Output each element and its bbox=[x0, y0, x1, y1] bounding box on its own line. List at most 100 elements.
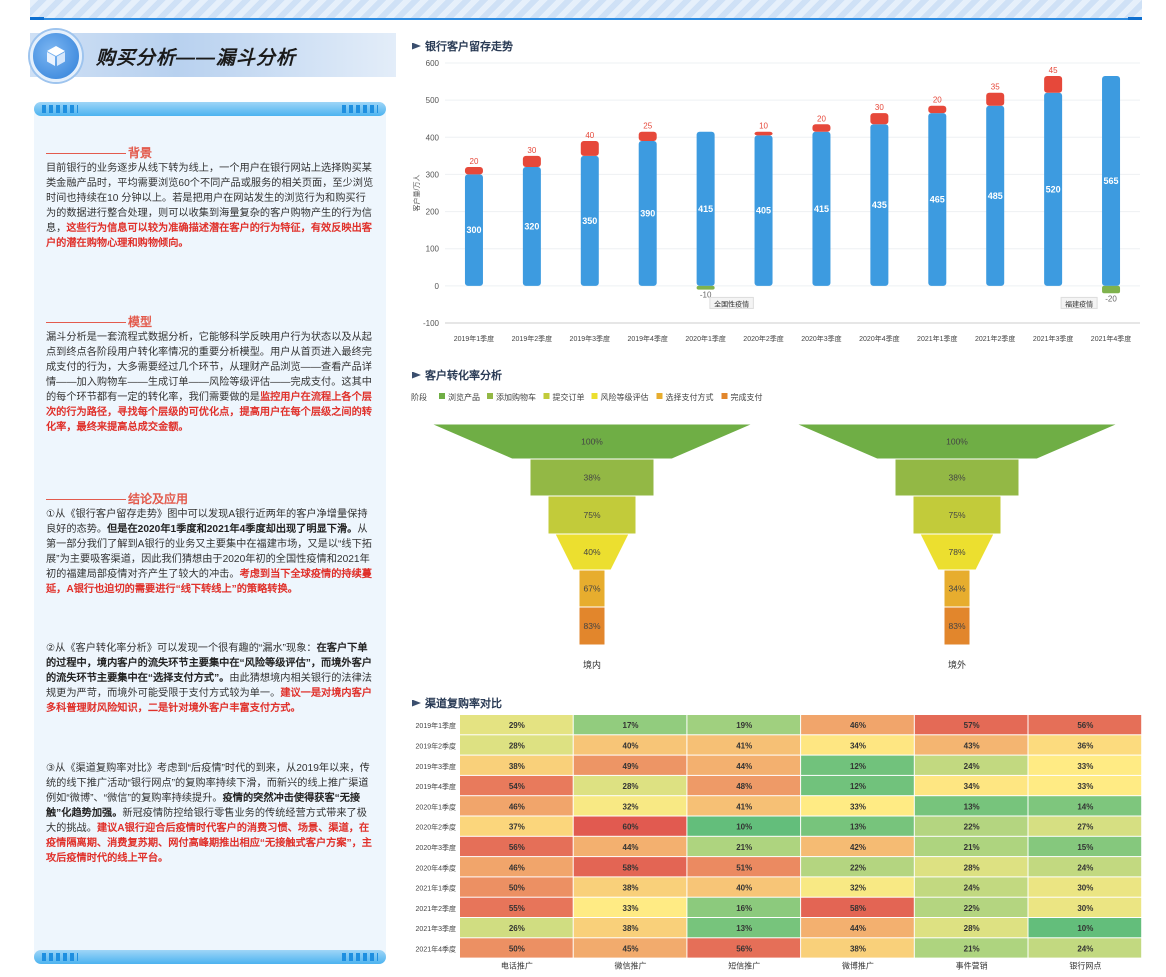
heatmap-cell bbox=[687, 938, 801, 958]
funnel-segment bbox=[430, 423, 754, 460]
background-heading: 背景 bbox=[46, 145, 374, 161]
base-bar bbox=[754, 135, 773, 286]
heatmap-cell-label: 30% bbox=[1077, 904, 1093, 913]
heatmap-cell bbox=[1028, 938, 1142, 958]
flag-icon bbox=[412, 42, 421, 50]
model-text: 漏斗分析是一套流程式数据分析，它能够科学反映用户行为状态以及从起点到终点各阶段用… bbox=[46, 332, 372, 433]
base-bar-label: 405 bbox=[756, 206, 771, 216]
heatmap-cell-label: 50% bbox=[509, 884, 525, 893]
y-tick-label: 300 bbox=[426, 170, 440, 179]
annotation-box bbox=[709, 296, 754, 309]
conclusion-p2-block: ②从《客户转化率分析》可以发现一个很有趣的“漏水”现象：在客户下单的过程中，境内… bbox=[46, 641, 374, 716]
row-label: 2020年2季度 bbox=[416, 823, 456, 832]
y-axis-label: 客户量/万人 bbox=[412, 175, 421, 212]
row-label: 2019年1季度 bbox=[416, 721, 456, 730]
heatmap-cell bbox=[914, 816, 1028, 836]
heatmap-cell-label: 16% bbox=[736, 904, 752, 913]
column-label: 电话推广 bbox=[501, 961, 533, 971]
heatmap-cell bbox=[801, 938, 914, 958]
heatmap-cell bbox=[573, 836, 687, 857]
x-tick-label: 2019年2季度 bbox=[512, 334, 552, 343]
heatmap-cell bbox=[573, 796, 687, 816]
heatmap-cell-label: 12% bbox=[850, 762, 866, 771]
conclusion-p3-block: ③从《渠道复购率对比》考虑到“后疫情”时代的到来，从2019年以来，传统的线下推… bbox=[46, 761, 374, 866]
y-tick-label: -100 bbox=[423, 319, 440, 328]
heatmap-cell bbox=[801, 918, 914, 938]
heatmap-chart-title: 渠道复购率对比 bbox=[412, 695, 502, 711]
funnel-segment bbox=[554, 533, 630, 571]
heatmap-cell bbox=[460, 877, 573, 897]
increase-label: 20 bbox=[470, 157, 479, 166]
heatmap-cell bbox=[687, 918, 801, 938]
increase-bar bbox=[638, 131, 657, 141]
heatmap-cell-label: 38% bbox=[623, 924, 639, 933]
row-label: 2019年4季度 bbox=[416, 782, 456, 791]
heatmap-cell-label: 22% bbox=[964, 904, 980, 913]
y-tick-label: 500 bbox=[426, 96, 440, 105]
column-label: 微信推广 bbox=[615, 961, 647, 971]
heatmap-cell-label: 51% bbox=[736, 863, 752, 872]
heatmap-cell-label: 21% bbox=[964, 944, 980, 953]
heatmap-cell bbox=[914, 836, 1028, 857]
heatmap-cell bbox=[687, 816, 801, 836]
funnel-name-label: 境内 bbox=[583, 659, 601, 670]
heatmap-cell bbox=[687, 775, 801, 796]
legend-swatch bbox=[487, 393, 493, 399]
heatmap-cell-label: 30% bbox=[1077, 884, 1093, 893]
base-bar-label: 350 bbox=[582, 216, 597, 226]
decrease-bar bbox=[1102, 285, 1121, 294]
legend-swatch bbox=[543, 393, 550, 399]
heatmap-cell bbox=[914, 735, 1028, 755]
funnel-value-label: 38% bbox=[948, 473, 965, 483]
heatmap-cell bbox=[460, 897, 573, 917]
legend-swatch bbox=[656, 393, 663, 399]
heatmap-cell-label: 40% bbox=[623, 741, 639, 750]
heatmap-cell bbox=[573, 735, 687, 755]
heatmap-cell-label: 43% bbox=[964, 741, 980, 750]
increase-label: 35 bbox=[991, 83, 1000, 92]
base-bar bbox=[464, 174, 483, 286]
increase-label: 25 bbox=[643, 122, 652, 131]
heatmap-cell-label: 38% bbox=[623, 884, 639, 893]
funnel-segment bbox=[547, 495, 637, 535]
heatmap-cell bbox=[914, 796, 1028, 816]
retention-chart-title: 银行客户留存走势 bbox=[412, 38, 513, 54]
heatmap-cell bbox=[573, 755, 687, 775]
increase-bar bbox=[870, 113, 889, 125]
funnel-value-label: 40% bbox=[583, 547, 600, 557]
stripe-cap-right bbox=[1128, 17, 1142, 20]
x-tick-label: 2021年4季度 bbox=[1091, 334, 1131, 343]
heatmap-cell-label: 29% bbox=[509, 721, 525, 730]
heatmap-cell-label: 38% bbox=[509, 762, 525, 771]
heatmap-cell-label: 46% bbox=[850, 721, 866, 730]
heatmap-cell bbox=[687, 715, 801, 735]
heatmap-cell bbox=[460, 836, 573, 857]
increase-label: 10 bbox=[759, 122, 768, 131]
column-label: 银行网点 bbox=[1069, 961, 1101, 971]
heatmap-cell bbox=[801, 836, 914, 857]
heatmap-cell bbox=[460, 938, 573, 958]
heatmap-cell bbox=[460, 816, 573, 836]
heatmap-cell bbox=[460, 796, 573, 816]
base-bar-label: 565 bbox=[1104, 176, 1119, 186]
heatmap-cell-label: 58% bbox=[850, 904, 866, 913]
heatmap-cell bbox=[573, 877, 687, 897]
heatmap-cell bbox=[687, 877, 801, 897]
funnel-value-label: 100% bbox=[946, 437, 968, 447]
heatmap-cell-label: 14% bbox=[1077, 802, 1093, 811]
heatmap-cell-label: 32% bbox=[850, 884, 866, 893]
heatmap-cell-label: 48% bbox=[736, 782, 752, 791]
base-bar-label: 415 bbox=[814, 204, 829, 214]
row-label: 2021年2季度 bbox=[416, 904, 456, 913]
heatmap-cell bbox=[914, 918, 1028, 938]
heatmap-cell bbox=[801, 877, 914, 897]
heatmap-cell-label: 21% bbox=[964, 843, 980, 852]
row-label: 2020年3季度 bbox=[416, 843, 456, 852]
base-bar-label: 520 bbox=[1046, 184, 1061, 194]
conclusion-p1: ①从《银行客户留存走势》图中可以发现A银行近两年的客户净增量保持良好的态势。但是… bbox=[46, 509, 372, 595]
funnel-segment bbox=[919, 533, 995, 571]
heatmap-cell bbox=[573, 938, 687, 958]
heatmap-cell bbox=[801, 735, 914, 755]
increase-bar bbox=[464, 167, 483, 175]
x-tick-label: 2021年1季度 bbox=[917, 334, 957, 343]
